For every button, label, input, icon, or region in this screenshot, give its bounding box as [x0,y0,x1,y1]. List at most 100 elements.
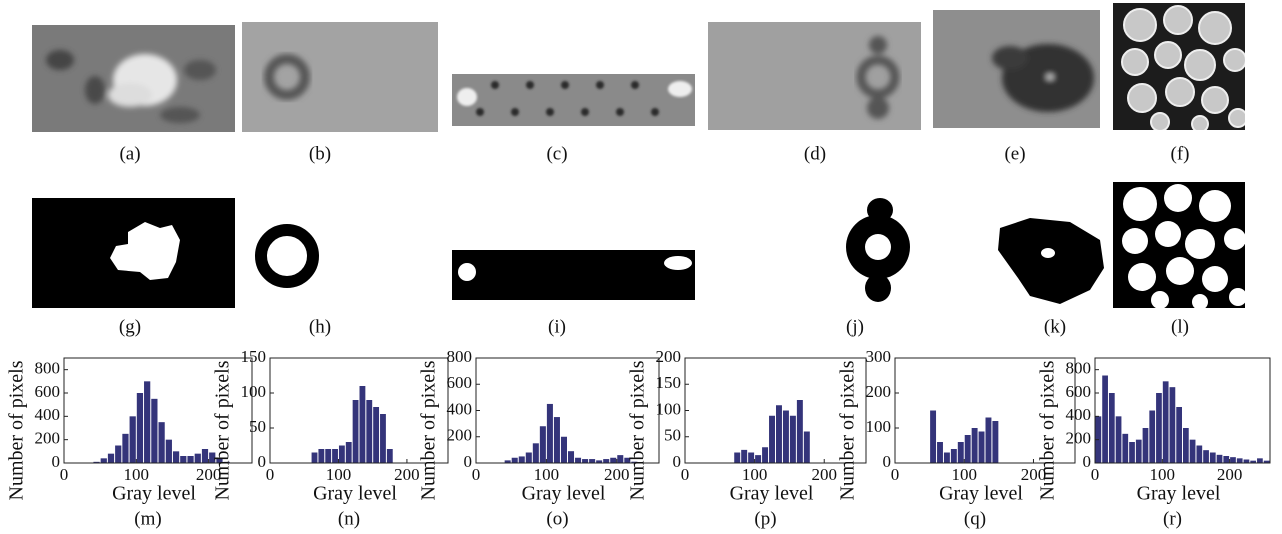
bar [1257,458,1263,463]
bar [589,459,596,463]
bar [582,459,589,463]
bar [209,452,216,463]
bar [1263,460,1270,463]
bar [216,458,223,463]
bar [1115,416,1122,463]
y-tick-label: 200 [35,429,61,448]
bar [937,442,943,463]
y-tick-label: 200 [1066,429,1092,448]
plot-frame [269,357,449,464]
bar [1176,407,1182,463]
y-tick-label: 0 [52,452,61,471]
bar [318,449,325,463]
bar [539,426,546,463]
bar [180,456,187,463]
caption: (e) [1004,143,1025,164]
bar [762,447,769,463]
x-tick-label: 200 [811,465,837,484]
bar [1189,439,1196,463]
y-tick-label: 0 [258,452,267,471]
y-axis-title: Number of pixels [627,360,649,500]
y-tick-label: 300 [866,347,892,366]
bar [553,417,560,463]
x-axis-title: Gray level [1137,483,1221,505]
y-tick-label: 150 [656,373,682,392]
bar [964,435,971,463]
segmentation-g [32,198,235,308]
bar [1169,387,1176,463]
y-tick-label: 50 [249,417,266,436]
bar [930,410,937,463]
bar [943,452,950,463]
plot-frame [63,357,253,464]
y-tick-label: 200 [656,347,682,366]
y-axis-title: Number of pixels [418,360,440,500]
y-tick-label: 400 [447,399,473,418]
bar [596,460,603,463]
y-axis-title: Number of pixels [837,360,859,500]
bar [187,456,194,463]
x-axis-title: Gray level [112,483,196,505]
bar [115,445,122,463]
x-tick-label: 100 [326,465,352,484]
bar [165,439,172,463]
caption: (k) [1044,316,1066,337]
y-tick-label: 600 [35,382,61,401]
x-tick-label: 100 [742,465,768,484]
x-tick-label: 200 [604,465,630,484]
image-c [452,74,695,126]
bar [136,393,144,463]
caption: (l) [1171,316,1189,337]
bar [345,442,352,463]
y-tick-label: 800 [35,359,61,378]
bar [1196,445,1203,463]
image-b [242,22,438,132]
bar [532,443,539,463]
y-tick-label: 200 [447,426,473,445]
bar [144,381,151,463]
bar [373,407,380,463]
bar [1122,433,1129,463]
bar [1209,452,1216,463]
bar [992,421,999,463]
caption: (f) [1171,143,1190,164]
y-tick-label: 600 [447,373,473,392]
image-a [32,25,235,132]
y-tick-label: 600 [1066,382,1092,401]
x-tick-label: 0 [472,465,481,484]
y-tick-label: 100 [241,382,267,401]
bar [151,398,158,463]
y-axis-title: Number of pixels [1037,360,1059,500]
y-tick-label: 100 [656,399,682,418]
y-tick-label: 150 [241,347,267,366]
bar [803,431,810,463]
segmentation-k [998,218,1104,304]
bar [1230,457,1236,463]
bar [172,451,180,463]
bar [575,457,582,463]
x-tick-label: 200 [1021,465,1047,484]
bar [1236,458,1243,463]
image-e [933,10,1100,128]
bar [158,422,165,463]
bar [769,415,775,463]
y-tick-label: 50 [664,426,681,445]
y-axis-title: Number of pixels [6,360,28,500]
bar [950,449,957,463]
bar [610,457,617,463]
bar [1149,410,1156,463]
bar [504,460,511,463]
bar [1183,428,1189,463]
bar [1203,450,1209,463]
y-tick-label: 200 [866,382,892,401]
bar [122,433,129,463]
bar [971,428,978,463]
x-tick-label: 200 [394,465,420,484]
caption: (q) [964,508,986,529]
bar [985,417,992,463]
x-tick-label: 200 [196,465,222,484]
bar [560,436,567,463]
x-tick-label: 0 [266,465,275,484]
